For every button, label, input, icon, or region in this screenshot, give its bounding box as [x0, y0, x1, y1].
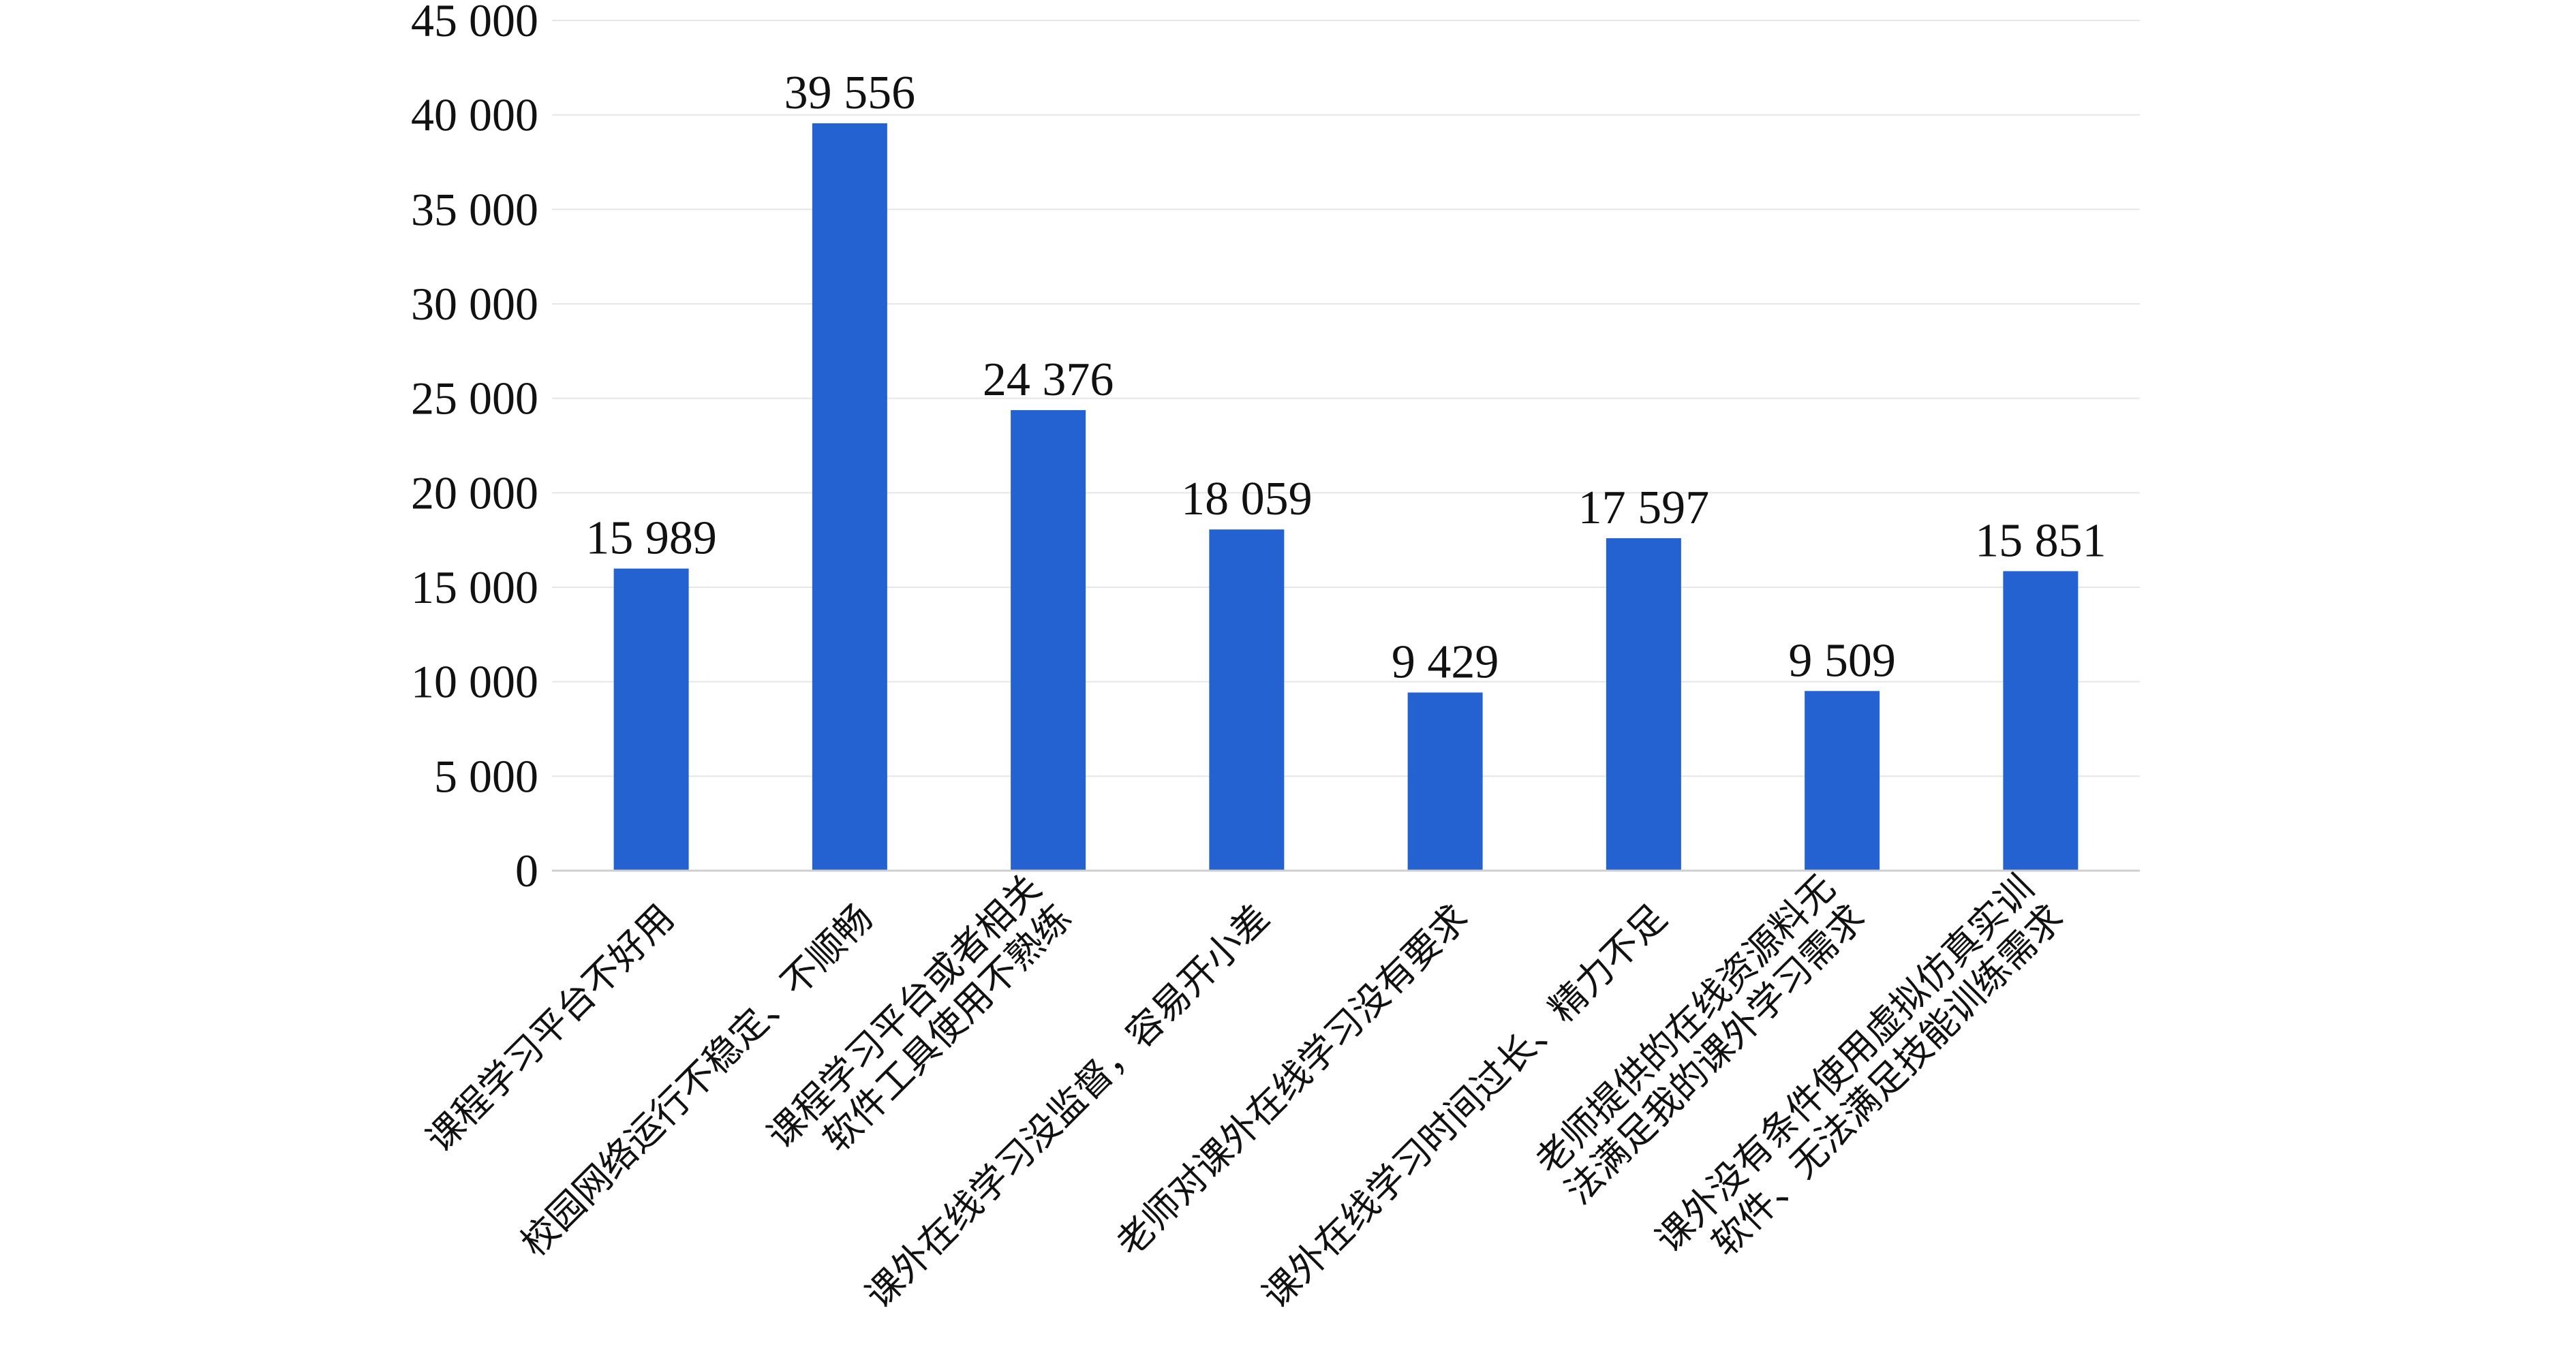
y-tick-label: 35 000 [411, 183, 538, 235]
bar [1209, 529, 1285, 871]
bar-value-label: 17 597 [1578, 482, 1710, 534]
category-label: 课外在线学习没监督，容易开小差 [857, 896, 1278, 1316]
bar [812, 123, 887, 871]
bar [613, 568, 689, 871]
y-tick-label: 30 000 [411, 278, 538, 330]
y-tick-label: 25 000 [411, 373, 538, 424]
bar-value-labels: 15 989 39 556 24 376 18 059 9 429 17 597 9 509… [585, 67, 2106, 689]
bar-value-label: 39 556 [784, 67, 916, 119]
bar [2003, 571, 2079, 871]
bar [1407, 692, 1483, 871]
bar-value-label: 15 989 [585, 512, 717, 565]
bars [613, 123, 2079, 871]
category-label-line: 老师对课外在线学习没有要求 [1108, 896, 1477, 1264]
category-label-line: 课外在线学习没监督，容易开小差 [857, 896, 1278, 1316]
y-tick-label: 5 000 [434, 750, 538, 802]
y-tick-label: 20 000 [411, 467, 538, 518]
bar [1805, 691, 1880, 871]
bar-value-label: 15 851 [1975, 514, 2106, 567]
y-tick-label: 45 000 [411, 0, 538, 46]
y-tick-label: 15 000 [411, 561, 538, 613]
category-label: 老师对课外在线学习没有要求 [1108, 896, 1477, 1264]
gridlines [552, 20, 2140, 777]
bar-value-label: 9 509 [1788, 634, 1896, 687]
y-tick-label: 0 [515, 845, 538, 897]
x-axis-category-labels: 课程学习平台不好用校园网络运行不稳定、不顺畅课程学习平台或者相关软件工具使用不熟… [418, 867, 2072, 1317]
bar [1011, 409, 1086, 871]
y-tick-label: 10 000 [411, 656, 538, 708]
bar-value-label: 18 059 [1181, 473, 1313, 525]
bar [1606, 538, 1681, 871]
category-label-line: 课程学习平台或者相关 [759, 867, 1049, 1157]
bar-value-label: 9 429 [1392, 636, 1499, 689]
y-axis-tick-labels: 0 5 000 10 000 15 000 20 000 25 000 30 000 35 0… [411, 0, 538, 897]
bar-value-label: 24 376 [983, 354, 1114, 406]
y-tick-label: 40 000 [411, 89, 538, 141]
